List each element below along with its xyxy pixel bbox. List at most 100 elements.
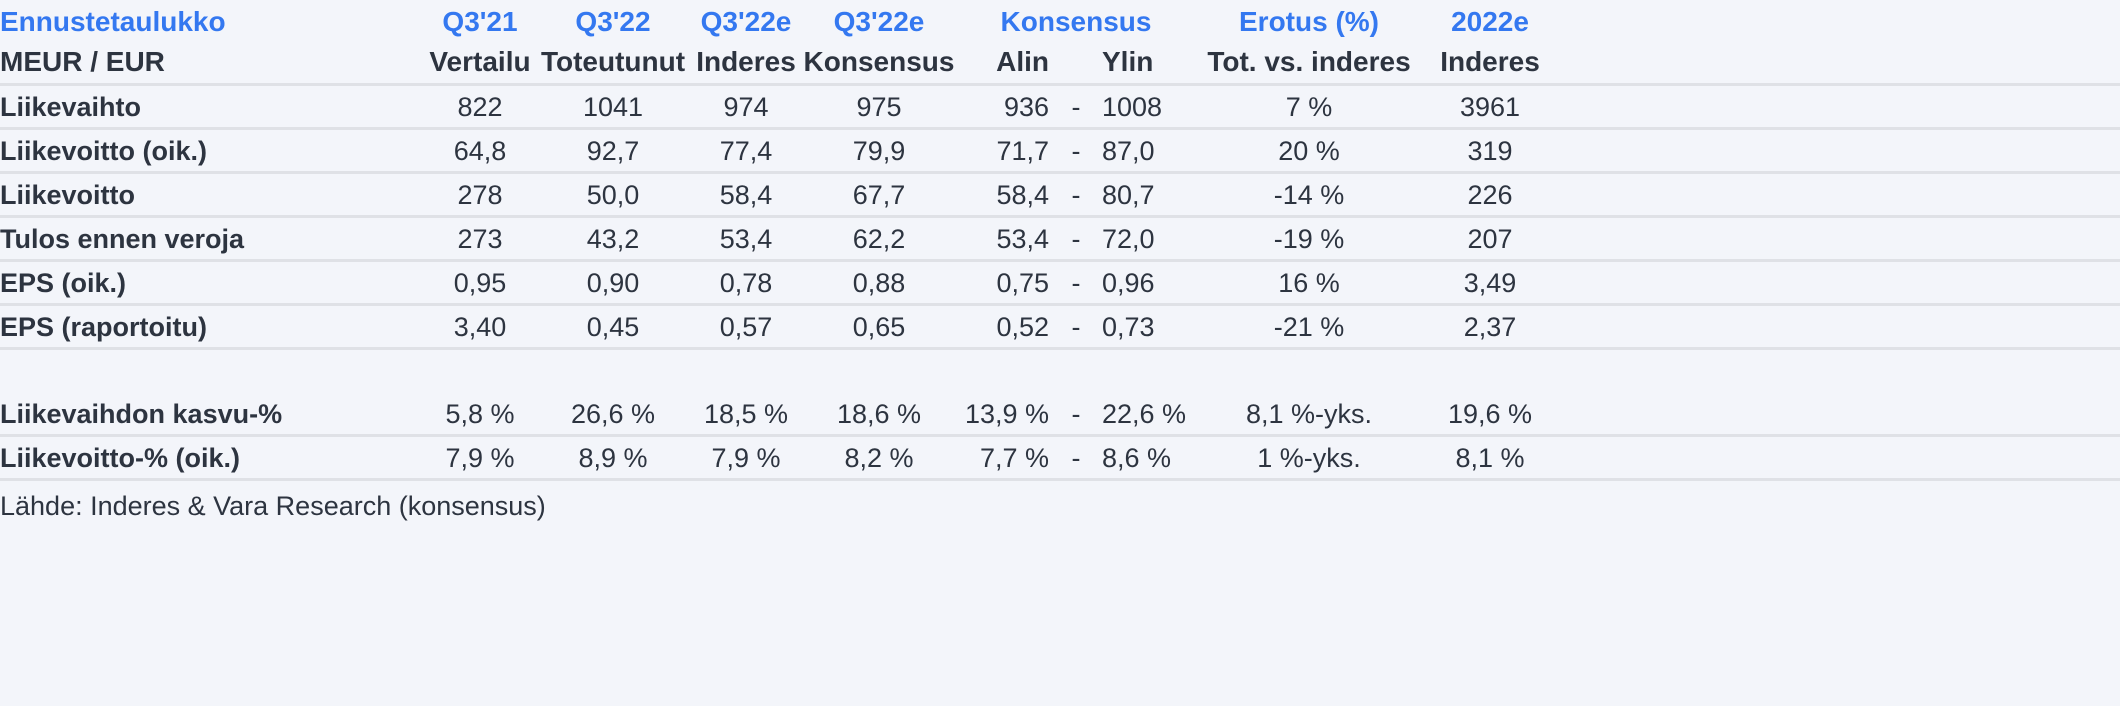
cell-q321: 7,9 % bbox=[445, 443, 515, 473]
range-dash: - bbox=[1071, 180, 1081, 210]
range-dash: - bbox=[1071, 399, 1081, 429]
cell-2022e: 3961 bbox=[1459, 92, 1521, 122]
cell-q322e-inderes: 7,9 % bbox=[711, 443, 781, 473]
col-sub-inderes-2022e: Inderes bbox=[1440, 46, 1540, 77]
cell-2022e: 2,37 bbox=[1463, 312, 1517, 342]
cell-q322e-inderes: 77,4 bbox=[719, 136, 773, 166]
cell-low: 0,75 bbox=[996, 268, 1049, 298]
cell-q322e-inderes: 18,5 % bbox=[703, 399, 789, 429]
cell-q322e-konsensus: 67,7 bbox=[852, 180, 906, 210]
row-divider bbox=[0, 303, 2120, 306]
cell-low: 58,4 bbox=[996, 180, 1049, 210]
cell-high: 8,6 % bbox=[1102, 443, 1172, 473]
cell-q322e-inderes: 974 bbox=[723, 92, 769, 122]
row-divider bbox=[0, 434, 2120, 437]
col-sub-inderes: Inderes bbox=[696, 46, 796, 77]
cell-low: 936 bbox=[1003, 92, 1049, 122]
cell-diff: 7 % bbox=[1285, 92, 1333, 122]
cell-low: 53,4 bbox=[996, 224, 1049, 254]
row-divider bbox=[0, 215, 2120, 218]
col-header-konsensus-range: Konsensus bbox=[1000, 6, 1152, 37]
col-header-2022e: 2022e bbox=[1451, 6, 1529, 37]
cell-low: 13,9 % bbox=[964, 399, 1049, 429]
cell-q322: 43,2 bbox=[586, 224, 640, 254]
cell-low: 7,7 % bbox=[979, 443, 1049, 473]
row-label: Liikevoitto bbox=[0, 180, 136, 210]
cell-diff: 16 % bbox=[1278, 268, 1340, 298]
cell-diff: 8,1 %-yks. bbox=[1245, 399, 1373, 429]
range-dash: - bbox=[1071, 136, 1081, 166]
table-row: Tulos ennen veroja 273 43,2 53,4 62,2 53… bbox=[0, 217, 2120, 261]
cell-q322e-inderes: 0,57 bbox=[719, 312, 773, 342]
table-row: EPS (raportoitu) 3,40 0,45 0,57 0,65 0,5… bbox=[0, 305, 2120, 349]
cell-q321: 822 bbox=[457, 92, 503, 122]
cell-q322e-konsensus: 975 bbox=[856, 92, 902, 122]
cell-diff: 1 %-yks. bbox=[1257, 443, 1361, 473]
row-label: Liikevaihto bbox=[0, 92, 142, 122]
cell-q321: 273 bbox=[457, 224, 503, 254]
col-sub-vertailu: Vertailu bbox=[429, 46, 531, 77]
cell-2022e: 226 bbox=[1467, 180, 1513, 210]
col-sub-ylin: Ylin bbox=[1102, 46, 1154, 77]
cell-q321: 5,8 % bbox=[445, 399, 515, 429]
header-divider bbox=[0, 83, 2120, 86]
col-header-q321: Q3'21 bbox=[442, 6, 518, 37]
cell-high: 0,96 bbox=[1102, 268, 1155, 298]
range-dash: - bbox=[1071, 312, 1081, 342]
cell-diff: 20 % bbox=[1278, 136, 1340, 166]
cell-2022e: 19,6 % bbox=[1447, 399, 1533, 429]
cell-q322: 0,45 bbox=[586, 312, 640, 342]
row-divider bbox=[0, 259, 2120, 262]
cell-2022e: 319 bbox=[1467, 136, 1513, 166]
cell-diff: -21 % bbox=[1273, 312, 1345, 342]
range-dash: - bbox=[1071, 92, 1081, 122]
row-label: Tulos ennen veroja bbox=[0, 224, 245, 254]
cell-2022e: 207 bbox=[1467, 224, 1513, 254]
cell-high: 87,0 bbox=[1102, 136, 1155, 166]
cell-q322e-konsensus: 62,2 bbox=[852, 224, 906, 254]
unit-label: MEUR / EUR bbox=[0, 46, 165, 77]
table-row-ratio: Liikevaihdon kasvu-% 5,8 % 26,6 % 18,5 %… bbox=[0, 392, 2120, 436]
row-divider bbox=[0, 127, 2120, 130]
col-header-q322: Q3'22 bbox=[575, 6, 651, 37]
row-divider bbox=[0, 347, 2120, 350]
cell-q322e-konsensus: 18,6 % bbox=[836, 399, 922, 429]
col-sub-konsensus: Konsensus bbox=[803, 46, 955, 77]
cell-high: 0,73 bbox=[1102, 312, 1155, 342]
cell-high: 1008 bbox=[1102, 92, 1163, 122]
cell-q322: 50,0 bbox=[586, 180, 640, 210]
cell-q322: 0,90 bbox=[586, 268, 640, 298]
header-row-periods: Ennustetaulukko Q3'21 Q3'22 Q3'22e Q3'22… bbox=[0, 0, 2120, 44]
row-label: Liikevoitto-% (oik.) bbox=[0, 443, 241, 473]
cell-high: 22,6 % bbox=[1102, 399, 1187, 429]
cell-diff: -14 % bbox=[1273, 180, 1345, 210]
cell-q322e-konsensus: 79,9 bbox=[852, 136, 906, 166]
table-row: Liikevoitto (oik.) 64,8 92,7 77,4 79,9 7… bbox=[0, 129, 2120, 173]
col-sub-tot-vs-inderes: Tot. vs. inderes bbox=[1207, 46, 1411, 77]
cell-high: 72,0 bbox=[1102, 224, 1155, 254]
cell-q322: 92,7 bbox=[586, 136, 640, 166]
table-row-ratio: Liikevoitto-% (oik.) 7,9 % 8,9 % 7,9 % 8… bbox=[0, 436, 2120, 480]
cell-q322: 1041 bbox=[582, 92, 644, 122]
cell-2022e: 3,49 bbox=[1463, 268, 1517, 298]
col-header-q322e-konsensus: Q3'22e bbox=[833, 6, 925, 37]
row-divider bbox=[0, 478, 2120, 481]
cell-2022e: 8,1 % bbox=[1455, 443, 1525, 473]
row-label: EPS (oik.) bbox=[0, 268, 127, 298]
cell-q321: 64,8 bbox=[453, 136, 507, 166]
row-label: Liikevoitto (oik.) bbox=[0, 136, 208, 166]
cell-q321: 278 bbox=[457, 180, 503, 210]
row-divider bbox=[0, 171, 2120, 174]
table-row: EPS (oik.) 0,95 0,90 0,78 0,88 0,75 - 0,… bbox=[0, 261, 2120, 305]
cell-diff: -19 % bbox=[1273, 224, 1345, 254]
cell-low: 71,7 bbox=[996, 136, 1049, 166]
range-dash: - bbox=[1071, 443, 1081, 473]
cell-low: 0,52 bbox=[996, 312, 1049, 342]
cell-q322: 26,6 % bbox=[570, 399, 656, 429]
cell-q322e-inderes: 58,4 bbox=[719, 180, 773, 210]
table-row: Liikevoitto 278 50,0 58,4 67,7 58,4 - 80… bbox=[0, 173, 2120, 217]
cell-q322e-konsensus: 0,88 bbox=[852, 268, 906, 298]
col-sub-toteutunut: Toteutunut bbox=[540, 46, 686, 77]
table-title: Ennustetaulukko bbox=[0, 6, 226, 37]
row-label: Liikevaihdon kasvu-% bbox=[0, 399, 283, 429]
